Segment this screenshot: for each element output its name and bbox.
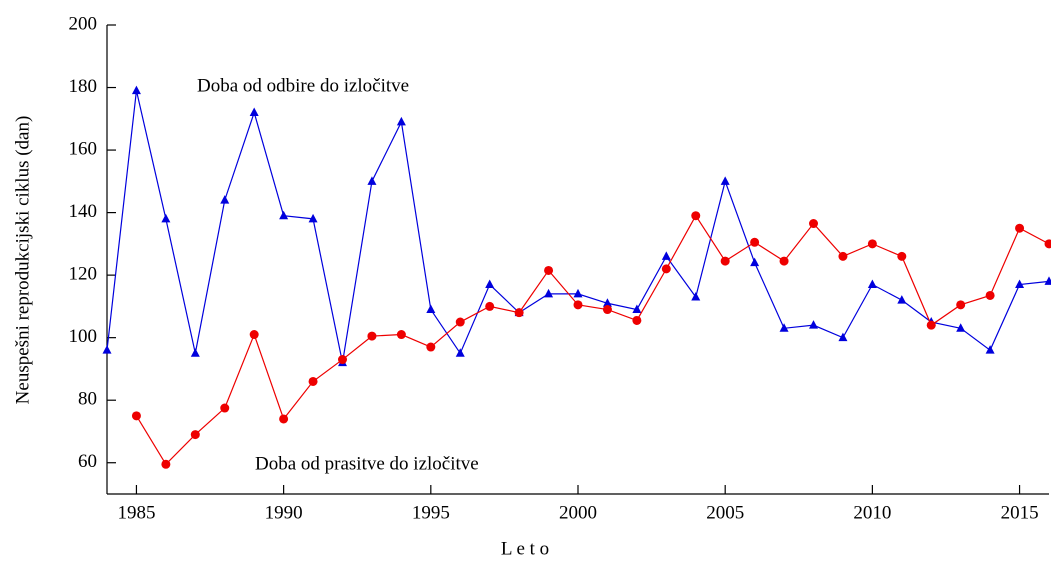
y-tick-label: 60 [78,451,97,472]
point [308,213,318,223]
point [720,256,730,266]
point [308,376,318,386]
y-tick-label: 140 [69,201,98,222]
point [396,330,406,340]
point [544,288,554,298]
point [573,300,583,310]
point [338,355,347,365]
point [956,323,966,332]
point [720,176,730,185]
point [956,300,966,310]
x-tick-label: 1985 [117,502,155,523]
series-label: Doba od prasitve do izločitve [255,453,479,474]
series-label: Doba od odbire do izločitve [197,75,409,96]
point [485,301,495,311]
point [691,211,701,221]
y-tick-label: 160 [69,138,98,159]
point [279,414,289,424]
point [985,290,995,300]
point [1044,239,1051,249]
point [1015,279,1025,289]
point [1044,276,1051,285]
y-axis-label: Neuspešni reprodukcijski ciklus (dan) [12,116,33,405]
point [632,315,642,325]
x-tick-label: 1990 [265,502,303,523]
point [661,264,671,274]
point [750,237,760,247]
x-tick-label: 2010 [853,502,891,523]
point [838,251,848,261]
point [514,308,524,318]
point [485,279,495,289]
point [867,279,877,289]
x-tick-label: 2005 [706,502,744,523]
series-line [106,90,1050,363]
point [779,323,789,332]
point [691,292,701,301]
y-tick-label: 100 [69,326,98,347]
point [602,298,612,307]
point [897,295,907,304]
point [279,210,289,220]
point [809,320,818,329]
y-tick-label: 180 [69,76,98,97]
point [220,403,230,413]
point [131,411,141,421]
point [809,219,818,229]
point [161,459,171,469]
point [220,195,230,204]
point [396,116,406,126]
point [102,345,112,354]
point [573,288,583,298]
point [838,332,848,342]
x-tick-label: 1995 [412,502,450,523]
point [249,330,259,340]
point [190,348,200,357]
y-tick-label: 80 [78,389,97,410]
point [455,317,465,327]
point [131,85,141,95]
y-tick-label: 120 [69,263,98,284]
point [926,320,936,330]
point [367,331,377,341]
point [455,348,465,357]
y-tick-label: 200 [69,13,98,34]
point [632,304,642,314]
x-axis-label: L e t o [501,538,549,559]
point [190,430,200,440]
point [779,256,789,266]
point [544,265,554,275]
x-tick-label: 2000 [559,502,597,523]
point [985,345,995,354]
point [602,305,612,315]
point [897,251,907,261]
series-line [135,214,1050,466]
point [750,257,760,267]
point [426,304,436,314]
point [867,239,877,249]
point [161,213,171,223]
x-tick-label: 2015 [1001,502,1039,523]
point [1015,223,1025,233]
point [367,176,377,185]
point [249,107,259,117]
point [426,342,436,352]
point [661,251,671,260]
